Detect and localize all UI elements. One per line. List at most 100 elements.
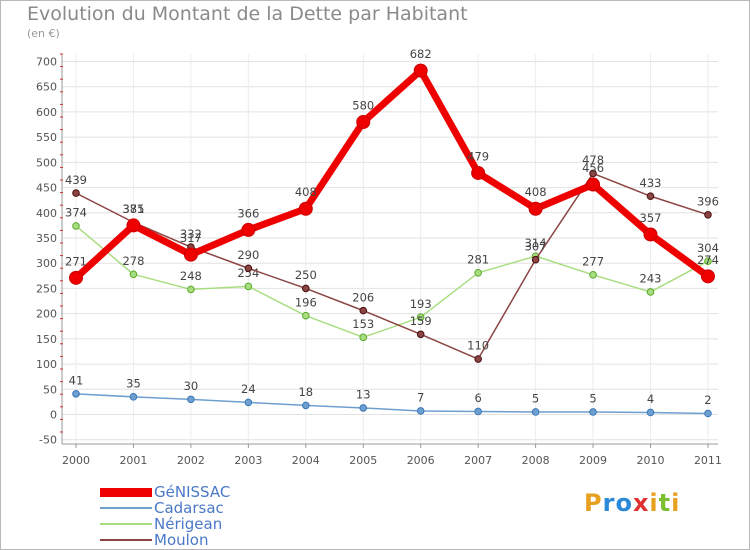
data-label-cadarsac: 6 — [474, 391, 481, 405]
data-point-cadarsac — [187, 395, 195, 404]
data-label-cadarsac: 24 — [241, 382, 256, 396]
data-point-nrigean — [244, 282, 253, 291]
y-tick-label: -50 — [39, 434, 57, 447]
data-point-cadarsac — [72, 390, 80, 398]
logo-letter: i — [649, 489, 659, 517]
data-point-moulon — [244, 264, 253, 273]
data-point-cadarsac — [129, 393, 138, 401]
x-tick-label: 2010 — [637, 454, 665, 467]
legend-swatch-cadarsac — [100, 507, 152, 509]
x-tick-label: 2005 — [349, 454, 377, 467]
data-point-cadarsac — [704, 409, 712, 418]
data-point-gnissac — [356, 115, 371, 130]
data-point-moulon — [646, 192, 655, 200]
y-tick-label: 0 — [50, 409, 57, 422]
x-tick-label: 2003 — [234, 454, 262, 467]
x-tick-label: 2011 — [694, 454, 722, 467]
data-label-cadarsac: 18 — [298, 385, 313, 399]
y-tick-label: 100 — [36, 358, 57, 371]
y-tick-label: 450 — [36, 182, 57, 195]
data-label-gnissac: 375 — [122, 202, 144, 216]
data-point-gnissac — [471, 165, 486, 180]
y-tick-label: 250 — [36, 282, 57, 295]
chart-title: Evolution du Montant de la Dette par Hab… — [27, 3, 468, 25]
data-point-gnissac — [643, 227, 658, 242]
x-tick-label: 2000 — [62, 454, 90, 467]
data-point-moulon — [359, 306, 368, 315]
data-point-moulon — [589, 169, 597, 178]
data-label-nrigean: 196 — [295, 295, 317, 309]
data-label-nrigean: 248 — [180, 269, 202, 283]
data-point-cadarsac — [589, 408, 597, 416]
logo-letter: t — [658, 489, 672, 517]
series-moulon: 439 381 332 290 250 206 159 110 307 478 433 396 — [65, 153, 719, 363]
logo-letter: x — [632, 489, 650, 517]
data-label-cadarsac: 30 — [184, 379, 199, 393]
data-label-gnissac: 456 — [582, 161, 604, 175]
data-label-moulon: 332 — [180, 227, 202, 241]
data-label-moulon: 381 — [122, 202, 144, 216]
data-label-gnissac: 408 — [525, 185, 547, 199]
logo-letter: r — [602, 489, 616, 517]
data-point-cadarsac — [244, 398, 253, 407]
y-tick-label: 200 — [36, 308, 57, 321]
data-label-gnissac: 479 — [467, 149, 489, 163]
series-line-nrigean — [75, 225, 709, 339]
data-label-nrigean: 374 — [65, 206, 87, 220]
data-label-gnissac: 366 — [237, 206, 259, 220]
data-label-gnissac: 271 — [65, 254, 87, 268]
x-tick-label: 2002 — [177, 454, 205, 467]
y-tick-label: 550 — [36, 131, 57, 144]
legend-label-moulon: Moulon — [154, 531, 209, 549]
x-tick-label: 2001 — [119, 454, 147, 467]
logo-letter: P — [584, 489, 603, 517]
data-point-gnissac — [126, 218, 141, 233]
data-point-gnissac — [241, 222, 256, 237]
data-point-nrigean — [302, 311, 310, 320]
y-tick-label: 350 — [36, 232, 57, 245]
legend-swatch-moulon — [100, 539, 152, 541]
data-point-cadarsac — [416, 407, 425, 415]
data-label-moulon: 290 — [237, 248, 259, 262]
y-tick-label: 50 — [43, 383, 57, 396]
data-label-moulon: 396 — [697, 194, 719, 208]
data-label-moulon: 206 — [352, 290, 374, 304]
x-tick-label: 2004 — [292, 454, 320, 467]
series-line-gnissac — [73, 67, 711, 281]
data-label-moulon: 478 — [582, 153, 604, 167]
data-label-moulon: 307 — [525, 239, 547, 253]
data-point-moulon — [416, 330, 425, 339]
data-point-moulon — [72, 189, 80, 197]
data-label-nrigean: 153 — [352, 317, 374, 331]
data-point-cadarsac — [531, 408, 540, 416]
data-label-moulon: 250 — [295, 268, 317, 282]
data-point-nrigean — [187, 285, 195, 294]
y-tick-label: 150 — [36, 333, 57, 346]
legend-swatch-gnissac — [100, 487, 152, 497]
data-label-gnissac: 408 — [295, 185, 317, 199]
y-tick-label: 300 — [36, 257, 57, 270]
data-point-moulon — [474, 355, 482, 363]
data-point-gnissac — [586, 177, 601, 192]
data-point-gnissac — [700, 269, 715, 284]
series-gnissac: 271 375 317 366 408 580 682 479 408 456 357 274 — [65, 47, 719, 285]
data-label-cadarsac: 5 — [532, 392, 539, 406]
data-label-gnissac: 357 — [640, 211, 662, 225]
x-tick-label: 2008 — [522, 454, 550, 467]
data-point-nrigean — [416, 313, 425, 321]
legend-swatch-nrigean — [100, 523, 152, 525]
data-point-nrigean — [589, 271, 597, 279]
logo-letter: o — [615, 489, 633, 517]
data-label-cadarsac: 35 — [126, 377, 141, 391]
data-label-cadarsac: 4 — [647, 392, 654, 406]
data-label-nrigean: 281 — [467, 252, 489, 266]
data-label-moulon: 159 — [410, 314, 432, 328]
data-label-nrigean: 277 — [582, 255, 604, 269]
data-label-moulon: 110 — [467, 339, 489, 353]
y-tick-label: 600 — [36, 106, 57, 119]
legend-label-gnissac: GéNISSAC — [154, 483, 231, 501]
data-point-moulon — [531, 255, 540, 264]
